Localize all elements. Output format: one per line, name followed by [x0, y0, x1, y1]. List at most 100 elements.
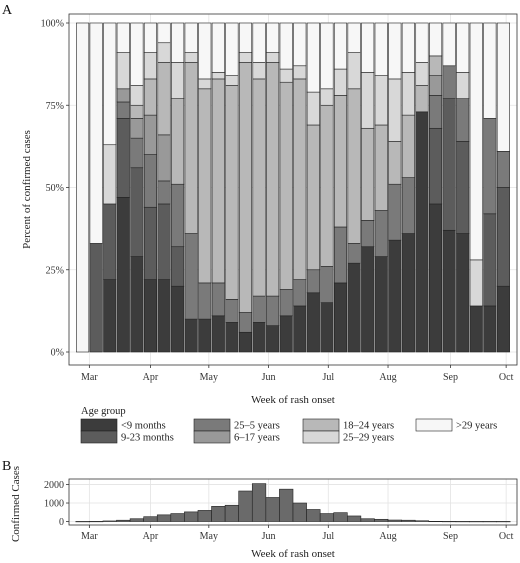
- panel-b-y-tick-label: 0: [59, 517, 64, 528]
- bar-week-27-lt9m: [429, 203, 443, 353]
- count-bar-week-23: [374, 518, 389, 522]
- panel-b-frame: [68, 478, 518, 526]
- panel-b-x-tick-label: Aug: [379, 531, 396, 542]
- bar-week-20-y18_24: [333, 95, 348, 228]
- bar-week-14-y25_29: [252, 62, 266, 80]
- bar-week-19-y2_5: [320, 266, 334, 303]
- legend-swatch-y6_17: [193, 430, 231, 444]
- bar-week-17-lt9m: [293, 305, 307, 353]
- panel-b-y-ticks: 0 1000 2000: [44, 480, 69, 528]
- legend-label-m9_23: 9-23 months: [121, 433, 174, 444]
- bar-week-21-y25_29: [347, 52, 361, 90]
- panel-a-y-ticks: 0% 25% 50% 75% 100%: [41, 19, 69, 359]
- bar-week-22-y25_29: [361, 72, 375, 129]
- bar-week-17-y18_24: [293, 78, 307, 280]
- legend-swatch-y25_29: [302, 430, 340, 444]
- bar-week-10-y2_5: [198, 282, 212, 320]
- bar-week-17-y2_5: [293, 279, 307, 307]
- panel-a-x-tick-label: May: [200, 372, 218, 383]
- count-bar-week-10: [197, 510, 212, 522]
- bar-week-26-gt29: [415, 22, 429, 63]
- bar-week-14-lt9m: [252, 322, 266, 353]
- bar-week-8-y25_29: [171, 62, 185, 99]
- bar-week-23-y2_5: [374, 210, 388, 257]
- bar-week-27-m9_23: [429, 127, 443, 205]
- bar-week-8-lt9m: [171, 285, 185, 353]
- bar-week-8-gt29: [171, 22, 185, 63]
- bar-week-21-lt9m: [347, 262, 361, 353]
- bar-week-12-y25_29: [225, 75, 239, 86]
- panel-a-x-tick-label: Jul: [322, 372, 334, 383]
- panel-a-y-tick-label: 25%: [46, 265, 64, 276]
- bar-week-19-gt29: [320, 22, 334, 90]
- bar-week-16-y18_24: [279, 81, 293, 290]
- bar-week-10-lt9m: [198, 318, 212, 353]
- bar-week-25-y18_24: [401, 114, 415, 178]
- bar-week-3-y25_29: [103, 144, 117, 205]
- panel-a-bars: [76, 22, 510, 353]
- bar-week-18-y18_24: [306, 124, 320, 271]
- bar-week-4-m9_23: [116, 118, 130, 198]
- bar-week-25-y2_5: [401, 177, 415, 234]
- bar-week-11-y18_24: [211, 78, 225, 284]
- panel-b-y-tick-label: 2000: [44, 480, 64, 491]
- bar-week-21-y2_5: [347, 243, 361, 264]
- bar-week-14-y18_24: [252, 78, 266, 297]
- panel-a-x-ticks: Mar Apr May Jun Jul Aug Sep Oct: [81, 365, 514, 383]
- count-bar-week-26: [414, 520, 430, 522]
- bar-week-12-y2_5: [225, 299, 239, 323]
- bar-week-7-y6_17: [157, 134, 171, 182]
- panel-a-x-tick-label: Jun: [262, 372, 276, 383]
- bar-week-24-gt29: [388, 22, 402, 80]
- legend-swatch-y2_5: [193, 418, 231, 432]
- bar-week-21-gt29: [347, 22, 361, 53]
- panel-b-x-tick-label: Oct: [499, 531, 514, 542]
- bar-week-32-lt9m: [496, 285, 510, 353]
- count-bar-week-24: [387, 519, 402, 522]
- panel-a-label: A: [2, 3, 13, 18]
- bar-week-21-y18_24: [347, 88, 361, 244]
- panel-a-x-tick-label: Aug: [379, 372, 396, 383]
- legend-swatch-gt29: [415, 418, 453, 432]
- legend-swatch-m9_23: [80, 430, 118, 444]
- bar-week-20-lt9m: [333, 282, 348, 353]
- panel-a-y-tick-label: 75%: [46, 101, 64, 112]
- bar-week-7-y18_24: [157, 62, 171, 136]
- count-bar-week-15: [265, 497, 280, 522]
- bar-week-25-gt29: [401, 22, 415, 73]
- bar-week-9-y2_5: [184, 233, 198, 320]
- bar-week-12-y18_24: [225, 85, 239, 300]
- bar-week-22-gt29: [361, 22, 375, 73]
- bar-week-11-y25_29: [211, 72, 225, 80]
- legend-label-y18_24: 18–24 years: [343, 421, 394, 432]
- bar-week-28-lt9m: [442, 229, 456, 353]
- panel-a-x-tick-label: Apr: [143, 372, 159, 383]
- bar-week-7-gt29: [157, 22, 171, 44]
- bar-week-31-gt29: [483, 22, 497, 119]
- panel-a-frame: [68, 13, 518, 366]
- panel-b-x-tick-label: Jul: [322, 531, 334, 542]
- panel-b-x-ticks: Mar Apr May Jun Jul Aug Sep Oct: [81, 525, 514, 542]
- bar-week-5-y6_17: [130, 118, 144, 139]
- panel-a-y-axis-title: Percent of confirmed cases: [21, 130, 33, 249]
- bar-week-6-y6_17: [143, 114, 157, 155]
- bar-week-27-y6_17: [429, 75, 443, 96]
- legend-swatch-y18_24: [302, 418, 340, 432]
- bar-week-9-y18_24: [184, 62, 198, 234]
- panel-a-x-axis-title: Week of rash onset: [251, 394, 335, 406]
- bar-week-8-m9_23: [171, 246, 185, 287]
- legend-label-lt9m: <9 months: [121, 421, 166, 432]
- bar-week-7-m9_23: [157, 203, 171, 280]
- bar-week-19-y18_24: [320, 104, 334, 267]
- bar-week-22-lt9m: [361, 246, 375, 353]
- bar-week-18-y2_5: [306, 269, 320, 294]
- bar-week-15-y2_5: [266, 295, 280, 326]
- bar-week-4-y6_17: [116, 88, 130, 103]
- legend-label-y2_5: 25–5 years: [234, 421, 280, 432]
- count-bar-week-20: [333, 512, 348, 522]
- bar-week-27-gt29: [429, 22, 443, 57]
- bar-week-19-lt9m: [320, 302, 334, 353]
- bar-week-8-y18_24: [171, 98, 185, 185]
- bar-week-15-y18_24: [266, 62, 280, 297]
